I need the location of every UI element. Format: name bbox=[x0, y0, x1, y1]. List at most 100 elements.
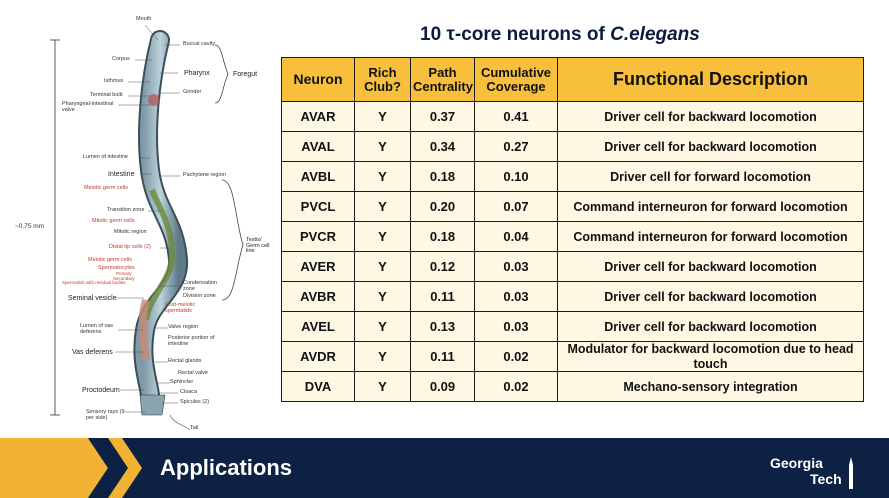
footer-bar bbox=[0, 438, 889, 498]
label-tail: Tail bbox=[190, 425, 199, 431]
cell-path-centrality: 0.11 bbox=[410, 281, 475, 312]
cell-path-centrality: 0.18 bbox=[410, 161, 475, 192]
cell-coverage: 0.04 bbox=[474, 221, 558, 252]
cell-description: Modulator for backward locomotion due to… bbox=[557, 341, 864, 372]
cell-description: Command interneuron for forward locomoti… bbox=[557, 191, 864, 222]
neurons-table: Neuron Rich Club? Path Centrality Cumulati… bbox=[281, 57, 864, 402]
cell-coverage: 0.27 bbox=[474, 131, 558, 162]
cell-path-centrality: 0.13 bbox=[410, 311, 475, 342]
cell-path-centrality: 0.18 bbox=[410, 221, 475, 252]
cell-rich-club: Y bbox=[354, 371, 411, 402]
header-cum-line1: Cumulative bbox=[480, 64, 552, 80]
label-isthmus: Isthmus bbox=[104, 78, 124, 84]
label-pachytene-region: Pachytene region bbox=[183, 172, 226, 178]
cell-path-centrality: 0.37 bbox=[410, 101, 475, 132]
label-secondary: Secondary bbox=[113, 276, 135, 281]
label-spermatocytes: Spermatocytes bbox=[98, 265, 135, 271]
label-seminal-vesicle: Seminal vesicle bbox=[68, 295, 117, 302]
label-foregut: Foregut bbox=[233, 71, 258, 78]
logo-text-tech: Tech bbox=[810, 471, 842, 487]
label-primary: Primary bbox=[116, 271, 132, 276]
table-row: AVAL Y 0.34 0.27 Driver cell for backwar… bbox=[281, 131, 864, 162]
cell-rich-club: Y bbox=[354, 341, 411, 372]
label-distal-tip-cells: Distal tip cells (2) bbox=[109, 244, 151, 250]
slide-title: 10 τ-core neurons of C.elegans bbox=[420, 24, 700, 46]
header-path-centrality: Path Centrality bbox=[410, 57, 475, 102]
cell-description: Mechano-sensory integration bbox=[557, 371, 864, 402]
cell-description: Command interneuron for forward locomoti… bbox=[557, 221, 864, 252]
cell-path-centrality: 0.11 bbox=[410, 341, 475, 372]
header-path-line2: Centrality bbox=[413, 78, 473, 94]
label-lumen-of-intestine: Lumen of intestine bbox=[83, 154, 128, 160]
label-corpus: Corpus bbox=[112, 56, 130, 62]
cell-rich-club: Y bbox=[354, 131, 411, 162]
label-transition-zone: Transition zone bbox=[107, 207, 145, 213]
header-rich-club: Rich Club? bbox=[354, 57, 411, 102]
cell-rich-club: Y bbox=[354, 251, 411, 282]
worm-anatomy-figure: Mouth Buccal cavity Corpus Pharynx Foreg… bbox=[0, 0, 275, 438]
label-mouth: Mouth bbox=[136, 16, 152, 22]
cell-rich-club: Y bbox=[354, 161, 411, 192]
cell-rich-club: Y bbox=[354, 281, 411, 312]
table-row: PVCL Y 0.20 0.07 Command interneuron for… bbox=[281, 191, 864, 222]
cell-description: Driver cell for backward locomotion bbox=[557, 281, 864, 312]
cell-neuron: PVCL bbox=[281, 191, 355, 222]
label-cloaca: Cloaca bbox=[180, 389, 198, 395]
header-cumulative-coverage: Cumulative Coverage bbox=[474, 57, 558, 102]
table-row: AVER Y 0.12 0.03 Driver cell for backwar… bbox=[281, 251, 864, 282]
label-spermatids-residual: Spermatids with residual bodies bbox=[62, 280, 126, 285]
table-row: AVBR Y 0.11 0.03 Driver cell for backwar… bbox=[281, 281, 864, 312]
label-terminal-bulb: Terminal bulb bbox=[90, 92, 123, 98]
cell-coverage: 0.02 bbox=[474, 341, 558, 372]
label-rectal-glands: Rectal glands bbox=[168, 358, 202, 364]
label-rectal-valve: Rectal valve bbox=[178, 370, 208, 376]
header-path-line1: Path bbox=[428, 64, 457, 80]
cell-neuron: AVBL bbox=[281, 161, 355, 192]
header-neuron: Neuron bbox=[281, 57, 355, 102]
table-row: AVEL Y 0.13 0.03 Driver cell for backwar… bbox=[281, 311, 864, 342]
label-posterior-portion: Posterior portion of intestine bbox=[168, 335, 215, 347]
label-pharyngeal-intestinal-valve: Pharyngeal-intestinal valve bbox=[62, 101, 114, 113]
georgia-tech-logo: Georgia Tech bbox=[770, 455, 870, 491]
label-lumen-vas-deferens: Lumen of vas deferens bbox=[80, 323, 114, 335]
header-cum-line2: Coverage bbox=[486, 78, 546, 94]
cell-rich-club: Y bbox=[354, 221, 411, 252]
cell-path-centrality: 0.12 bbox=[410, 251, 475, 282]
cell-coverage: 0.03 bbox=[474, 281, 558, 312]
label-testis: Testis/ Germ cell line bbox=[246, 237, 270, 254]
label-vas-deferens: Vas deferens bbox=[72, 349, 113, 356]
cell-neuron: AVEL bbox=[281, 311, 355, 342]
logo-text-georgia: Georgia bbox=[770, 455, 823, 471]
label-pharynx: Pharynx bbox=[184, 70, 210, 77]
table-row: AVAR Y 0.37 0.41 Driver cell for backwar… bbox=[281, 101, 864, 132]
title-species: C.elegans bbox=[610, 24, 700, 45]
title-tau: τ bbox=[446, 24, 455, 45]
tower-icon bbox=[849, 457, 853, 489]
cell-rich-club: Y bbox=[354, 101, 411, 132]
table-row: PVCR Y 0.18 0.04 Command interneuron for… bbox=[281, 221, 864, 252]
label-mitotic-germ-cells: Mitotic germ cells bbox=[92, 218, 135, 224]
label-meiotic-germ-cells-2: Meiotic germ cells bbox=[88, 257, 133, 263]
cell-neuron: AVER bbox=[281, 251, 355, 282]
footer-title: Applications bbox=[160, 455, 293, 480]
cell-neuron: DVA bbox=[281, 371, 355, 402]
table-row: AVDR Y 0.11 0.02 Modulator for backward … bbox=[281, 341, 864, 372]
table-row: AVBL Y 0.18 0.10 Driver cell for forward… bbox=[281, 161, 864, 192]
cell-neuron: AVDR bbox=[281, 341, 355, 372]
cell-coverage: 0.41 bbox=[474, 101, 558, 132]
cell-path-centrality: 0.09 bbox=[410, 371, 475, 402]
label-post-meiotic-spermatids: Post-meiotic spermatids bbox=[165, 302, 196, 314]
label-spicules: Spicules (2) bbox=[180, 399, 210, 405]
cell-coverage: 0.10 bbox=[474, 161, 558, 192]
label-buccal-cavity: Buccal cavity bbox=[183, 41, 216, 47]
cell-coverage: 0.07 bbox=[474, 191, 558, 222]
label-valve-region: Valve region bbox=[168, 324, 199, 330]
cell-description: Driver cell for forward locomotion bbox=[557, 161, 864, 192]
worm-illustration bbox=[50, 24, 244, 431]
chevron-arrows-icon bbox=[0, 438, 142, 498]
label-intestine: Intestine bbox=[108, 171, 135, 178]
cell-path-centrality: 0.20 bbox=[410, 191, 475, 222]
header-rich-club-line1: Rich bbox=[368, 64, 397, 80]
cell-rich-club: Y bbox=[354, 191, 411, 222]
header-rich-club-line2: Club? bbox=[364, 78, 401, 94]
